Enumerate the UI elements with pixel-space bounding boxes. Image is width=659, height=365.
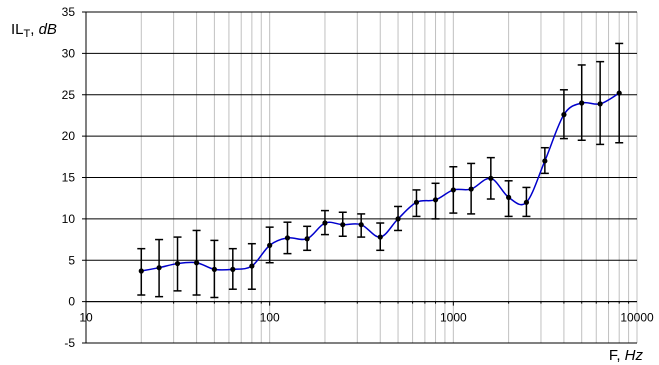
data-point	[468, 186, 474, 192]
data-point	[284, 235, 291, 241]
y-axis-title-sub: T	[24, 28, 31, 40]
y-tick-label: -5	[64, 336, 75, 350]
y-tick-label: 10	[62, 212, 76, 226]
y-tick-labels: -5 0 5 10 15 20 25 30 35	[62, 5, 76, 350]
data-point	[597, 101, 603, 107]
y-tick-label: 25	[62, 88, 76, 102]
data-point	[322, 220, 328, 226]
data-point	[193, 260, 200, 266]
data-point	[156, 265, 162, 271]
x-axis-title-main: F	[609, 347, 618, 364]
data-point	[377, 234, 383, 240]
data-point	[542, 158, 548, 164]
y-tick-label: 35	[62, 5, 76, 19]
axes	[82, 11, 637, 344]
data-point	[523, 199, 530, 205]
y-tick-label: 20	[62, 129, 76, 143]
y-axis-title-unit: dB	[39, 21, 57, 38]
data-point	[211, 266, 217, 272]
data-points	[138, 90, 622, 274]
data-point	[616, 90, 622, 96]
y-tick-label: 30	[62, 46, 76, 60]
data-point	[488, 175, 494, 181]
x-axis-title-sep: ,	[616, 347, 624, 364]
x-tick-label: 1000	[440, 311, 467, 325]
major-gridlines	[85, 11, 638, 344]
y-tick-label: 15	[62, 171, 76, 185]
data-point	[267, 242, 273, 248]
x-tick-label: 10000	[620, 311, 654, 325]
data-point	[249, 263, 255, 269]
y-tick-label: 0	[68, 295, 75, 309]
data-point	[230, 266, 236, 272]
data-point	[450, 187, 456, 193]
data-point	[304, 236, 310, 242]
data-point	[413, 199, 420, 205]
data-point	[506, 194, 512, 200]
x-axis-title: F, Hz	[609, 347, 644, 364]
data-point	[174, 260, 181, 267]
y-axis-title-main: IL	[11, 21, 24, 38]
x-tick-label: 100	[260, 311, 280, 325]
data-point	[358, 222, 364, 228]
y-axis-title-sep: ,	[30, 21, 38, 38]
data-point	[561, 112, 567, 118]
data-point	[395, 216, 401, 222]
x-axis-title-unit: Hz	[625, 347, 644, 364]
y-axis-title: ILT, dB	[11, 21, 57, 40]
data-point	[432, 197, 439, 203]
data-point	[340, 222, 346, 228]
x-tick-label: 10	[79, 311, 93, 325]
data-point	[138, 268, 144, 274]
y-tick-label: 5	[68, 253, 75, 267]
data-point	[579, 100, 585, 106]
x-tick-labels: 10 100 1000 10000	[79, 311, 654, 325]
